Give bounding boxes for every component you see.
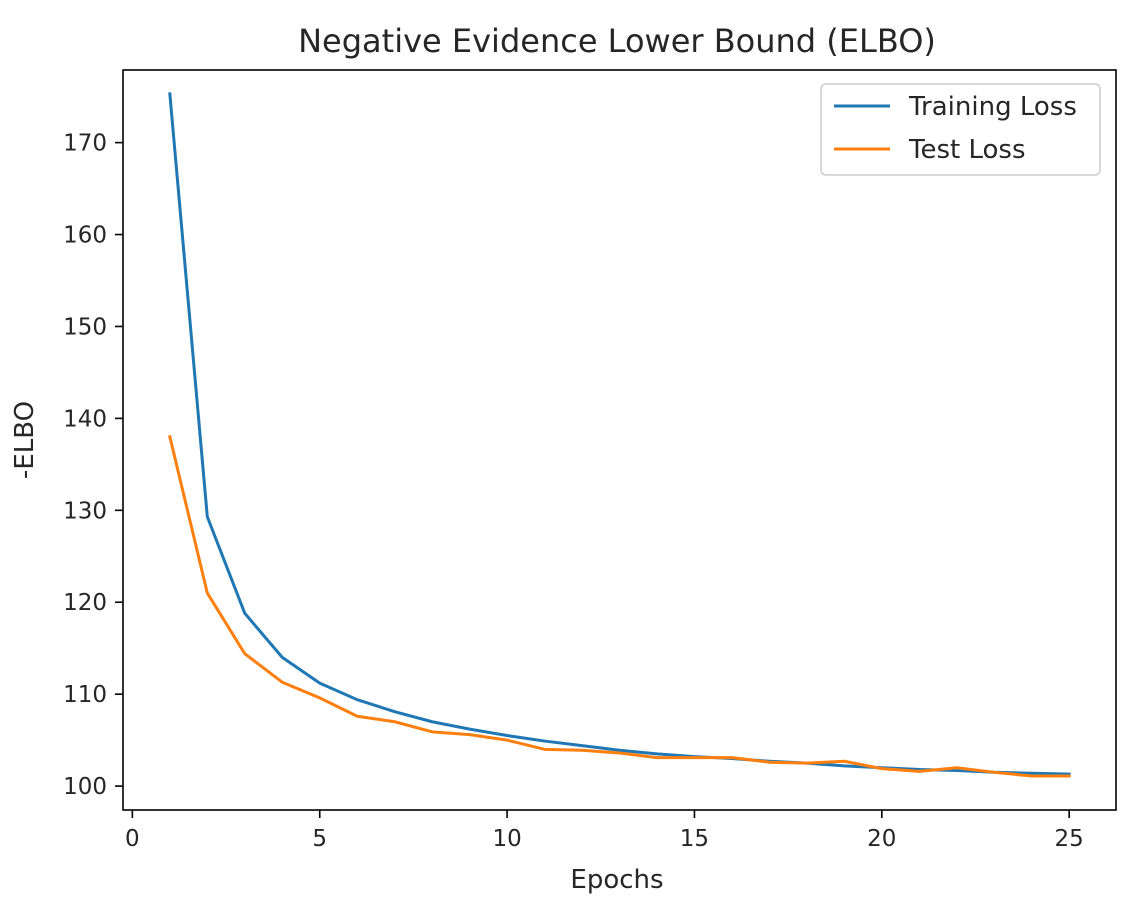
- x-tick-label: 10: [492, 826, 521, 852]
- x-tick-label: 0: [125, 826, 140, 852]
- legend-label-training-loss: Training Loss: [908, 92, 1077, 122]
- y-axis-label: -ELBO: [10, 401, 40, 479]
- y-tick-label: 130: [63, 498, 107, 524]
- plot-frame: [122, 69, 1117, 811]
- y-axis: 100 110 120 130 140 150 160 170: [63, 131, 123, 800]
- legend-box: [820, 83, 1101, 176]
- y-tick-label: 100: [63, 774, 107, 800]
- y-tick-label: 140: [63, 406, 107, 432]
- legend-label-test-loss: Test Loss: [908, 135, 1026, 165]
- x-tick-label: 20: [867, 826, 896, 852]
- y-tick-label: 160: [63, 223, 107, 249]
- series-line-test-loss: [168, 434, 1071, 778]
- x-tick-label: 5: [312, 826, 327, 852]
- x-axis: 0 5 10 15 20 25: [125, 810, 1084, 852]
- y-tick-label: 110: [63, 682, 107, 708]
- y-tick-label: 170: [63, 131, 107, 157]
- series-line-training-loss: [168, 92, 1071, 776]
- x-axis-label: Epochs: [570, 865, 663, 895]
- y-tick-label: 150: [63, 314, 107, 340]
- x-tick-label: 25: [1055, 826, 1084, 852]
- legend: Training Loss Test Loss: [820, 83, 1101, 176]
- y-tick-label: 120: [63, 590, 107, 616]
- chart-title: Negative Evidence Lower Bound (ELBO): [298, 22, 936, 60]
- series-layer: [168, 92, 1071, 778]
- x-tick-label: 15: [680, 826, 709, 852]
